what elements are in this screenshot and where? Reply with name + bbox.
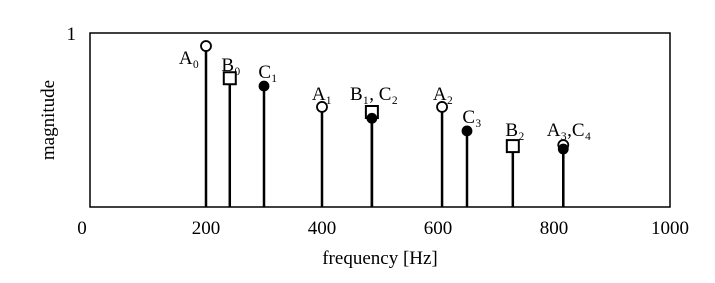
x-tick-label: 600 [424,218,453,239]
annotation: A₁ [312,84,332,105]
x-tick-label: 0 [77,218,87,239]
marker [557,143,569,155]
annotation: B₀ [221,55,240,76]
marker [200,40,212,52]
x-tick-label: 1000 [651,218,689,239]
marker [316,101,328,113]
marker [436,101,448,113]
annotation: C₃ [462,107,481,128]
x-tick-label: 400 [308,218,337,239]
y-axis-label: magnitude [38,80,59,160]
annotation: B₂ [505,120,524,141]
plot-frame [89,32,671,208]
annotation: A₂ [433,84,453,105]
annotation: A₀ [179,48,199,69]
annotation: A₃,C₄ [547,120,591,141]
annotation: C₁ [258,62,277,83]
x-axis-label: frequency [Hz] [322,248,438,269]
x-tick-label: 800 [540,218,569,239]
marker [222,71,237,86]
marker [461,125,473,137]
annotation: B₁, C₂ [350,84,398,105]
x-tick-label: 200 [192,218,221,239]
y-tick-label: 1 [67,24,77,45]
marker [258,80,270,92]
marker [366,112,378,124]
marker [505,139,520,154]
